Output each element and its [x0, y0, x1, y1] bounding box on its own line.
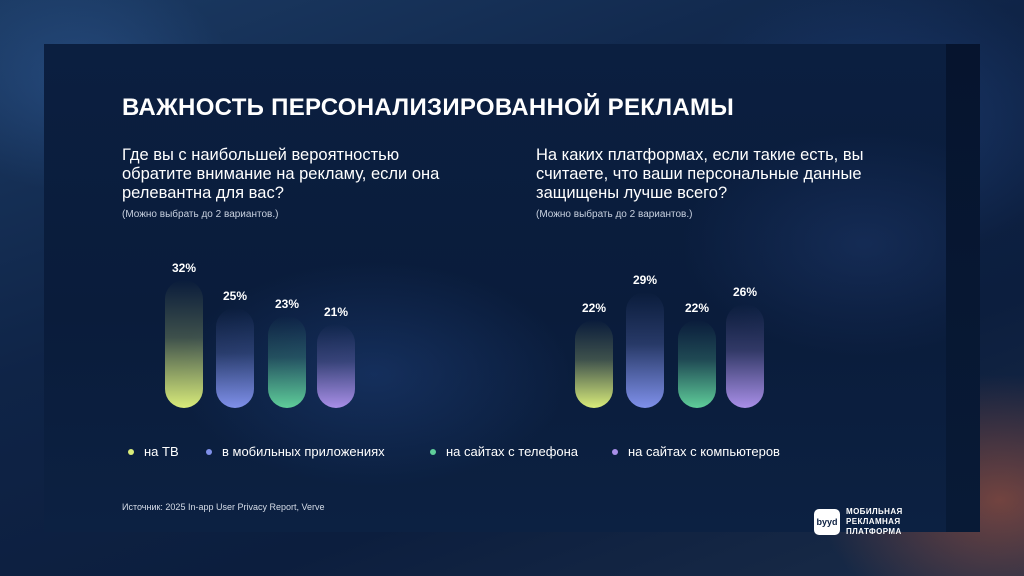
legend-dot-mobile-apps — [206, 448, 212, 455]
bar-tv-chart2 — [575, 320, 613, 408]
right-note: (Можно выбрать до 2 вариантов.) — [536, 209, 693, 220]
bar-desktop-web-chart2 — [726, 304, 764, 408]
legend-dot-mobile-web — [430, 448, 436, 455]
legend-label-mobile-apps: в мобильных приложениях — [222, 444, 385, 459]
legend-label-mobile-web: на сайтах с телефона — [446, 444, 579, 459]
logo-mark: byyd — [814, 509, 840, 535]
brand-logo: byyd МОБИЛЬНАЯ РЕКЛАМНАЯ ПЛАТФОРМА — [814, 507, 903, 537]
bar-desktop-web-chart1 — [317, 324, 355, 408]
legend-item-tv: на ТВ — [128, 444, 179, 459]
page-title: ВАЖНОСТЬ ПЕРСОНАЛИЗИРОВАННОЙ РЕКЛАМЫ — [122, 94, 735, 121]
bar-value-label: 22% — [685, 301, 709, 315]
bar-value-label: 25% — [223, 289, 247, 303]
bar-mobile-apps-chart2 — [626, 292, 664, 408]
legend: на ТВ в мобильных приложениях на сайтах … — [0, 444, 1024, 464]
logo-line: ПЛАТФОРМА — [846, 527, 902, 536]
logo-text: МОБИЛЬНАЯ РЕКЛАМНАЯ ПЛАТФОРМА — [846, 507, 903, 537]
legend-item-mobile-web: на сайтах с телефона — [430, 444, 578, 459]
card-edge-panel — [946, 44, 980, 532]
content-card — [44, 44, 980, 532]
bar-mobile-apps-chart1 — [216, 308, 254, 408]
bar-value-label: 22% — [582, 301, 606, 315]
right-question: На каких платформах, если такие есть, вы… — [536, 146, 864, 202]
legend-label-desktop-web: на сайтах с компьютеров — [628, 444, 780, 459]
legend-dot-desktop-web — [612, 448, 618, 455]
bar-value-label: 26% — [733, 285, 757, 299]
legend-item-mobile-apps: в мобильных приложениях — [206, 444, 385, 459]
legend-item-desktop-web: на сайтах с компьютеров — [612, 444, 780, 459]
source-note: Источник: 2025 In-app User Privacy Repor… — [122, 502, 325, 512]
legend-label-tv: на ТВ — [144, 444, 179, 459]
bar-value-label: 21% — [324, 305, 348, 319]
left-note: (Можно выбрать до 2 вариантов.) — [122, 209, 279, 220]
bar-tv-chart1 — [165, 280, 203, 408]
legend-dot-tv — [128, 448, 134, 455]
left-question: Где вы с наибольшей вероятностью обратит… — [122, 146, 440, 202]
bar-mobile-web-chart2 — [678, 320, 716, 408]
logo-line: РЕКЛАМНАЯ — [846, 517, 901, 526]
bar-value-label: 32% — [172, 261, 196, 275]
bar-mobile-web-chart1 — [268, 316, 306, 408]
bar-value-label: 23% — [275, 297, 299, 311]
logo-line: МОБИЛЬНАЯ — [846, 507, 903, 516]
bar-value-label: 29% — [633, 273, 657, 287]
